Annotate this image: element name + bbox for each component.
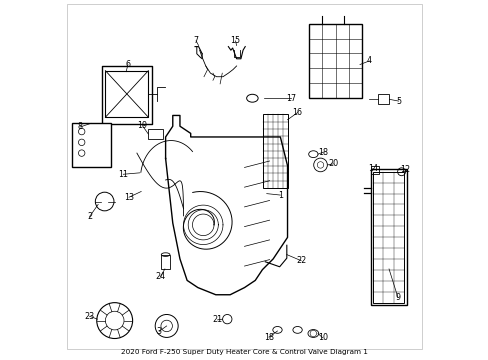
Text: 5: 5: [395, 96, 401, 105]
Text: 23: 23: [84, 312, 95, 321]
Text: 1: 1: [277, 190, 282, 199]
Text: 18: 18: [318, 148, 328, 157]
Text: 21: 21: [212, 315, 222, 324]
Text: 3: 3: [156, 327, 162, 336]
Text: 6: 6: [125, 60, 130, 69]
Text: 11: 11: [118, 170, 128, 179]
Text: 7: 7: [193, 36, 198, 45]
Text: 20: 20: [328, 159, 338, 168]
Text: 22: 22: [295, 256, 305, 265]
Bar: [308, 24, 362, 98]
Bar: [372, 172, 404, 303]
Bar: [105, 71, 148, 117]
Bar: [370, 169, 406, 305]
Text: 10: 10: [317, 333, 327, 342]
Text: 13: 13: [124, 193, 134, 202]
Bar: [148, 130, 163, 139]
Text: 4: 4: [366, 57, 371, 66]
Text: 15: 15: [230, 36, 240, 45]
Text: 14: 14: [367, 164, 377, 173]
Text: 12: 12: [399, 165, 409, 174]
Bar: [370, 166, 379, 174]
Bar: [377, 94, 388, 104]
Text: 24: 24: [155, 272, 165, 281]
Text: 2: 2: [87, 212, 92, 221]
Text: 16: 16: [292, 108, 302, 117]
Bar: [72, 123, 111, 167]
Text: 19: 19: [137, 121, 147, 130]
Text: 9: 9: [395, 293, 400, 302]
Text: 8: 8: [78, 122, 82, 131]
Bar: [263, 114, 287, 188]
Text: 2020 Ford F-250 Super Duty Heater Core & Control Valve Diagram 1: 2020 Ford F-250 Super Duty Heater Core &…: [121, 349, 367, 355]
Polygon shape: [165, 116, 287, 295]
Text: 18: 18: [264, 333, 273, 342]
Bar: [161, 255, 169, 269]
Text: 17: 17: [285, 94, 296, 103]
